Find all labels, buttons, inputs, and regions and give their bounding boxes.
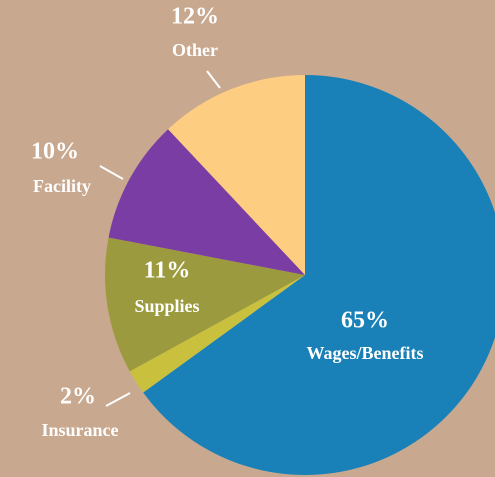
- category-label: Other: [172, 40, 218, 60]
- category-label: Supplies: [134, 296, 199, 316]
- value-label: 65%: [341, 308, 389, 334]
- pie-slice: [168, 75, 305, 275]
- value-label: 11%: [144, 258, 191, 284]
- category-label: Insurance: [41, 420, 118, 440]
- pie-slice: [104, 237, 305, 372]
- pie-slice: [108, 129, 306, 275]
- value-label: 10%: [31, 139, 79, 165]
- leader-line: [206, 70, 221, 89]
- pie-slice: [129, 275, 305, 393]
- pie: [104, 75, 495, 475]
- category-label: Facility: [33, 176, 91, 196]
- category-label: Wages/Benefits: [307, 343, 424, 363]
- labels: 65% Wages/Benefits 2% Insurance 11% Supplies 1…: [31, 4, 424, 441]
- pie-slice: [143, 75, 495, 475]
- value-label: 12%: [171, 4, 219, 30]
- leader-line: [105, 392, 131, 407]
- value-label: 2%: [60, 384, 96, 410]
- leader-line: [99, 165, 124, 180]
